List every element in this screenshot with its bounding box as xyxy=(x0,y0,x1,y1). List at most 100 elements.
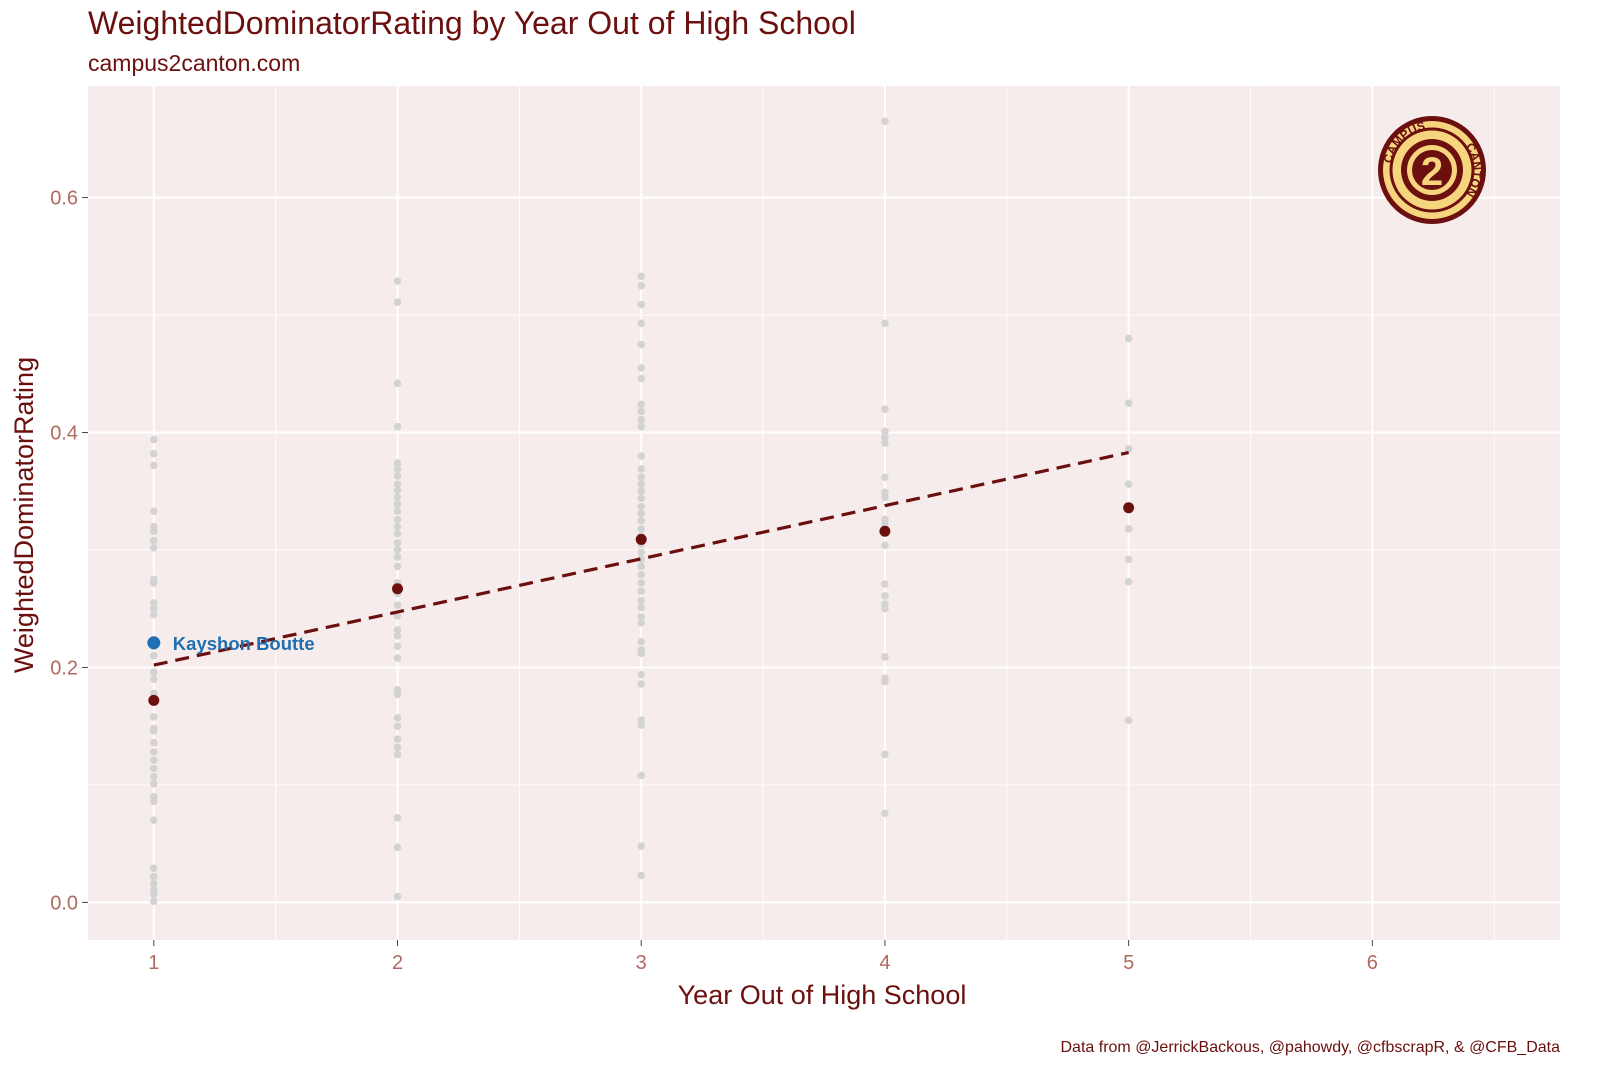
player-point xyxy=(150,651,158,660)
player-point xyxy=(393,690,402,699)
player-point xyxy=(881,405,889,413)
player-point xyxy=(393,642,402,651)
player-point xyxy=(393,654,402,662)
player-point xyxy=(150,738,158,747)
player-point xyxy=(393,493,402,501)
player-point xyxy=(637,680,646,688)
player-point xyxy=(393,465,402,473)
player-point xyxy=(393,539,402,547)
player-point xyxy=(881,653,889,661)
svg-text:CANTON: CANTON xyxy=(1463,140,1484,199)
player-point xyxy=(881,580,889,588)
player-point xyxy=(637,452,646,460)
player-point xyxy=(637,555,646,564)
player-point xyxy=(393,522,402,531)
plot-panel xyxy=(88,86,1560,940)
player-point xyxy=(637,613,646,621)
player-point xyxy=(393,546,402,554)
player-point xyxy=(150,599,158,607)
player-point xyxy=(393,459,402,467)
player-point xyxy=(393,735,402,743)
grid-minor xyxy=(88,86,1560,940)
player-point xyxy=(150,779,158,788)
highlight-label: Kayshon Boutte xyxy=(173,633,315,654)
player-point xyxy=(150,435,158,444)
logo-right-text: CANTON xyxy=(1463,140,1484,199)
player-point xyxy=(637,509,646,518)
x-axis-ticks: 1 2 3 4 5 6 xyxy=(148,940,1378,974)
player-point xyxy=(393,601,402,610)
logo-center-text: 2 xyxy=(1421,150,1443,194)
player-point xyxy=(881,319,889,328)
x-tick-label: 4 xyxy=(879,952,890,974)
player-points xyxy=(150,117,1133,906)
player-point xyxy=(150,675,158,684)
year-average-point xyxy=(879,525,891,537)
player-point xyxy=(393,814,402,822)
player-point xyxy=(1124,480,1133,489)
player-point xyxy=(637,771,646,780)
player-point xyxy=(150,727,158,735)
player-point xyxy=(393,486,402,494)
player-point xyxy=(637,494,646,503)
player-point xyxy=(1124,399,1133,407)
player-point xyxy=(637,374,646,383)
player-point xyxy=(393,714,402,722)
player-point xyxy=(393,298,402,306)
player-point xyxy=(393,277,402,285)
player-point xyxy=(637,649,646,658)
player-point xyxy=(393,529,402,538)
player-point xyxy=(150,668,158,676)
player-point xyxy=(637,637,646,646)
player-point xyxy=(393,562,402,571)
player-point xyxy=(881,439,889,447)
y-tick-label: 0.0 xyxy=(50,892,78,914)
player-point xyxy=(150,527,158,536)
player-point xyxy=(637,465,646,473)
player-point xyxy=(393,722,402,731)
player-point xyxy=(393,843,402,851)
player-point xyxy=(637,721,646,729)
player-point xyxy=(150,604,158,613)
player-point xyxy=(881,117,889,126)
year-average-point xyxy=(392,583,404,595)
player-point xyxy=(150,797,158,806)
y-axis-title: WeightedDominatorRating xyxy=(9,357,39,673)
player-point xyxy=(1124,334,1133,343)
player-point xyxy=(637,364,646,372)
player-point xyxy=(150,816,158,824)
player-point xyxy=(637,400,646,409)
player-point xyxy=(637,587,646,595)
player-point xyxy=(150,449,158,458)
player-point xyxy=(150,872,158,881)
x-tick-label: 2 xyxy=(392,952,403,974)
x-tick-label: 6 xyxy=(1367,952,1378,974)
player-point xyxy=(881,809,889,817)
player-point xyxy=(393,500,402,508)
player-point xyxy=(393,507,402,516)
player-point xyxy=(150,543,158,552)
player-point xyxy=(637,516,646,525)
chart-subtitle: campus2canton.com xyxy=(88,50,300,76)
y-tick-label: 0.4 xyxy=(50,423,78,445)
player-point xyxy=(637,670,646,679)
x-axis-title: Year Out of High School xyxy=(678,980,967,1010)
player-point xyxy=(150,536,158,545)
player-point xyxy=(881,750,889,759)
player-point xyxy=(881,493,889,501)
player-point xyxy=(637,603,646,612)
chart-title: WeightedDominatorRating by Year Out of H… xyxy=(88,5,856,41)
player-point xyxy=(637,407,646,416)
player-point xyxy=(150,507,158,516)
player-point xyxy=(1124,577,1133,586)
player-point xyxy=(637,562,646,571)
player-point xyxy=(150,764,158,773)
player-point xyxy=(393,379,402,387)
year-average-point xyxy=(1123,502,1135,514)
player-point xyxy=(881,677,889,686)
player-point xyxy=(637,422,646,431)
year-average-point xyxy=(148,694,160,706)
player-point xyxy=(637,502,646,511)
player-point xyxy=(637,300,646,309)
